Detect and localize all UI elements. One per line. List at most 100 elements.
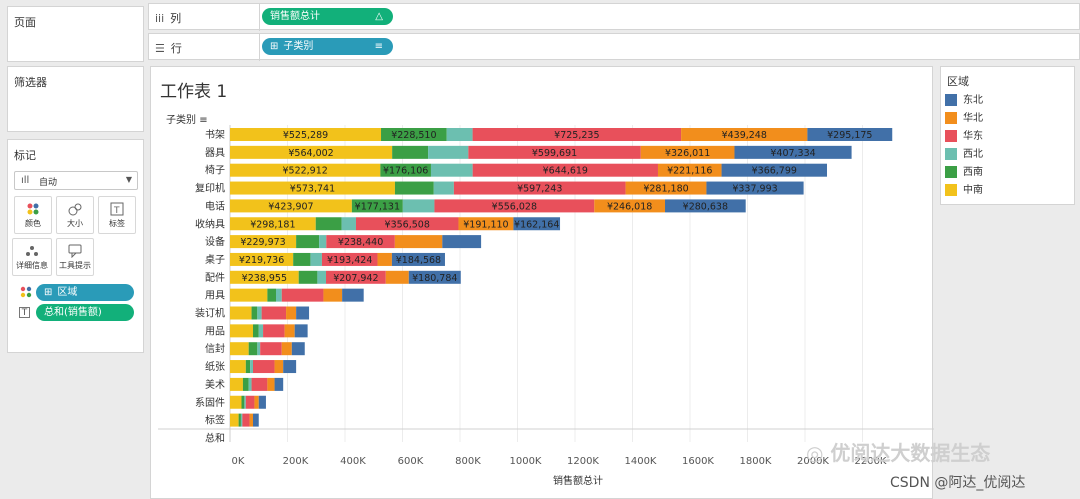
bar-chart-icon: ıll <box>21 175 30 186</box>
legend-swatch <box>945 130 957 142</box>
bar-segment <box>230 217 316 231</box>
bar-value-label: ¥725,235 <box>554 130 599 141</box>
detail-button[interactable]: 详细信息 <box>12 238 52 276</box>
sum-sales-label-pill[interactable]: 总和(销售额) <box>36 304 134 321</box>
bar-chart: 0K 200K 400K 600K 800K 1000K 1200K 1400K 1600K 18… <box>158 125 934 487</box>
expand-icon: ⊞ <box>270 41 279 52</box>
bar-segment <box>355 217 459 231</box>
legend-item[interactable]: 华北 <box>945 112 983 126</box>
bar-segment <box>807 128 893 141</box>
sum-sales-pill-label: 总和(销售额) <box>44 307 102 318</box>
bar-segment <box>258 395 266 409</box>
bar-segment <box>286 306 297 320</box>
bar-segment <box>296 235 320 249</box>
label-icon: T <box>99 202 135 217</box>
bar-segment <box>513 217 561 231</box>
bar-segment <box>394 181 434 195</box>
bar-value-label: ¥599,691 <box>532 148 577 159</box>
legend-item[interactable]: 中南 <box>945 184 983 198</box>
tooltip-button[interactable]: 工具提示 <box>56 238 94 276</box>
wechat-watermark: ◎ 优阅达大数据生态 <box>806 441 991 465</box>
bar-segment <box>281 342 292 356</box>
category-label: 用品 <box>205 325 225 337</box>
legend-item[interactable]: 西北 <box>945 148 983 162</box>
row-header[interactable]: 子类别 ≡ <box>166 115 208 126</box>
bar-segment <box>446 128 473 141</box>
bar-value-label: ¥229,973 <box>240 237 285 248</box>
bar-value-label: ¥228,510 <box>391 130 436 141</box>
bar-value-label: ¥281,180 <box>643 184 688 195</box>
bar-segment <box>240 413 243 427</box>
rows-icon: ☰ <box>155 42 165 55</box>
detail-label: 详细信息 <box>16 261 48 270</box>
bar-segment <box>294 324 308 338</box>
bar-segment <box>293 252 311 266</box>
bar-segment <box>428 145 469 159</box>
bar-segment <box>254 395 259 409</box>
color-mark-icon <box>20 286 32 301</box>
color-button[interactable]: 颜色 <box>14 196 52 234</box>
bar-segment <box>434 199 595 213</box>
bar-segment <box>230 145 393 159</box>
columns-icon: iii <box>155 12 165 25</box>
bar-segment <box>253 413 259 427</box>
bar-segment <box>706 181 804 195</box>
bar-segment <box>230 181 395 195</box>
bar-segment <box>263 324 285 338</box>
legend-swatch <box>945 112 957 124</box>
bar-segment <box>242 413 250 427</box>
bar-segment <box>326 270 386 284</box>
bar-segment <box>681 128 808 141</box>
category-label: 系固件 <box>195 397 225 409</box>
chevron-down-icon: ▼ <box>125 175 132 184</box>
shelf-divider <box>259 34 260 61</box>
bar-segment <box>258 324 264 338</box>
category-label: 用具 <box>205 290 225 302</box>
legend-item[interactable]: 华东 <box>945 130 983 144</box>
size-button[interactable]: 大小 <box>56 196 94 234</box>
pages-card[interactable]: 页面 <box>7 6 144 62</box>
columns-shelf: iii 列 销售额总计 △ <box>148 3 1080 31</box>
bar-segment <box>472 128 682 141</box>
bar-segment <box>323 288 343 302</box>
bar-segment <box>230 377 243 391</box>
bar-segment <box>468 145 641 159</box>
bar-segment <box>230 252 294 266</box>
bar-value-label: ¥184,568 <box>396 255 441 266</box>
bar-segment <box>381 128 447 141</box>
mark-type-dropdown[interactable]: ıll 自动 ▼ <box>14 171 138 190</box>
rows-pill[interactable]: ⊞ 子类别 ≡ <box>262 38 393 55</box>
bar-segment <box>433 181 454 195</box>
legend-item[interactable]: 东北 <box>945 94 983 108</box>
bar-segment <box>261 306 287 320</box>
bar-segment <box>276 288 282 302</box>
bar-segment <box>298 270 318 284</box>
text-mark-icon: T <box>19 307 30 318</box>
bar-segment <box>274 360 284 374</box>
left-panel: 页面 筛选器 标记 ıll 自动 ▼ 颜色 大小 T 标签 <box>0 0 148 499</box>
filters-card[interactable]: 筛选器 <box>7 66 144 132</box>
region-pill-label: 区域 <box>57 287 78 298</box>
bar-segment <box>230 235 297 249</box>
bar-value-label: ¥238,440 <box>338 237 383 248</box>
category-label: 桌子 <box>205 253 225 266</box>
bar-value-label: ¥298,181 <box>250 219 295 230</box>
category-label: 书架 <box>205 129 225 141</box>
region-color-pill[interactable]: ⊞ 区域 <box>36 284 134 301</box>
bar-value-label: ¥644,619 <box>543 166 588 177</box>
bar-segment <box>640 145 735 159</box>
legend-item[interactable]: 西南 <box>945 166 983 180</box>
bar-segment <box>392 145 429 159</box>
sort-icon: ≡ <box>374 41 383 52</box>
rows-pill-label: 子类别 <box>283 41 314 52</box>
x-tick-label: 200K <box>283 456 309 467</box>
columns-pill[interactable]: 销售额总计 △ <box>262 8 393 25</box>
label-button[interactable]: T 标签 <box>98 196 136 234</box>
x-tick-label: 2000K <box>797 456 829 467</box>
x-axis-title: 销售额总计 <box>553 474 603 487</box>
filters-title: 筛选器 <box>14 76 47 89</box>
category-label: 总和 <box>205 431 225 444</box>
bar-value-label: ¥326,011 <box>665 148 710 159</box>
pages-title: 页面 <box>14 16 36 29</box>
category-label: 复印机 <box>195 182 225 195</box>
